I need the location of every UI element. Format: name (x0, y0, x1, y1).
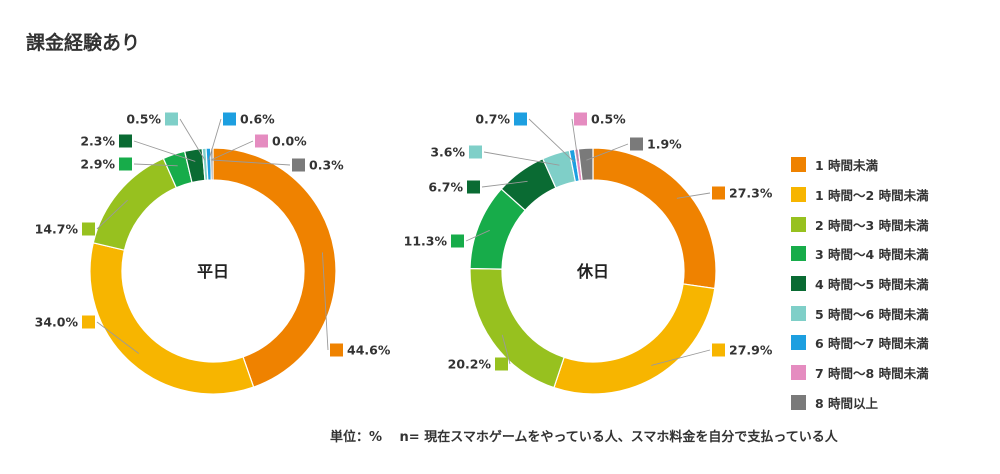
label-swatch (119, 157, 132, 171)
slice-value-label: 0.5% (126, 112, 161, 127)
slice-value-label: 44.6% (347, 343, 391, 358)
legend-swatch (791, 187, 806, 203)
legend-label: 6 時間〜7 時間未満 (815, 336, 929, 352)
legend-label: 2 時間〜3 時間未満 (815, 217, 929, 233)
leader-line (676, 192, 711, 199)
slice-value-label: 27.9% (729, 343, 773, 358)
label-swatch (712, 343, 725, 357)
slice-value-label: 34.0% (35, 315, 79, 330)
legend-item: 1 時間〜2 時間未満 (791, 180, 929, 210)
slice-value-label: 6.7% (428, 180, 463, 195)
label-swatch (712, 186, 725, 200)
label-swatch (165, 112, 178, 126)
leader-line (96, 199, 128, 230)
slice-value-label: 27.3% (729, 186, 773, 201)
legend-item: 4 時間〜5 時間未満 (791, 269, 929, 299)
slice-value-label: 0.3% (309, 158, 344, 173)
label-swatch (119, 134, 132, 148)
label-swatch (467, 180, 480, 194)
label-swatch (451, 234, 464, 248)
leader-line (211, 159, 291, 166)
legend-label: 3 時間〜4 時間未満 (815, 247, 929, 263)
legend: 1 時間未満 1 時間〜2 時間未満 2 時間〜3 時間未満 3 時間〜4 時間… (791, 150, 929, 417)
legend-swatch (791, 305, 806, 321)
legend-swatch (791, 246, 806, 262)
legend-swatch (791, 335, 806, 351)
legend-swatch (791, 216, 806, 232)
leader-line (571, 118, 579, 162)
leader-line (133, 163, 178, 167)
donut-slice (212, 147, 337, 388)
page-title: 課金経験あり (26, 32, 141, 54)
slice-value-label: 0.5% (591, 112, 626, 127)
slice-value-label: 11.3% (404, 234, 448, 249)
label-swatch (574, 112, 587, 126)
legend-swatch (791, 276, 806, 292)
leader-line (651, 349, 711, 366)
legend-swatch (791, 365, 806, 381)
legend-label: 8 時間以上 (815, 395, 879, 411)
legend-label: 7 時間〜8 時間未満 (815, 366, 929, 382)
donut-slice (92, 157, 178, 251)
donut-center-label: 休日 (576, 262, 609, 281)
legend-label: 4 時間〜5 時間未満 (815, 277, 929, 293)
donut-slice (553, 283, 716, 395)
label-swatch (330, 343, 343, 357)
slice-value-label: 0.7% (475, 112, 510, 127)
leader-line (465, 229, 490, 242)
leader-line (528, 118, 575, 162)
legend-label: 1 時間〜2 時間未満 (815, 188, 929, 204)
legend-item: 8 時間以上 (791, 388, 929, 418)
legend-label: 5 時間〜6 時間未満 (815, 306, 929, 322)
donut-slice (89, 242, 255, 395)
slice-value-label: 0.0% (272, 134, 307, 149)
leader-line (481, 180, 528, 188)
leader-line (501, 334, 511, 365)
slice-value-label: 2.3% (80, 134, 115, 149)
slice-value-label: 0.6% (240, 112, 275, 127)
label-swatch (495, 357, 508, 371)
slice-value-label: 20.2% (448, 357, 492, 372)
slice-value-label: 2.9% (80, 157, 115, 172)
leader-line (179, 118, 206, 161)
legend-item: 5 時間〜6 時間未満 (791, 298, 929, 328)
donut-slice (577, 147, 594, 182)
donut-slice (592, 147, 717, 290)
slice-value-label: 1.9% (647, 137, 682, 152)
slice-value-label: 3.6% (430, 145, 465, 160)
legend-item: 2 時間〜3 時間未満 (791, 209, 929, 239)
label-swatch (82, 222, 95, 236)
slice-value-label: 14.7% (35, 222, 79, 237)
label-swatch (223, 112, 236, 126)
label-swatch (469, 145, 482, 159)
legend-swatch (791, 157, 806, 173)
leader-line (483, 151, 560, 166)
leader-line (208, 118, 222, 161)
legend-label: 1 時間未満 (815, 158, 879, 174)
label-swatch (255, 134, 268, 148)
leader-line (96, 321, 140, 354)
label-swatch (514, 112, 527, 126)
label-swatch (82, 315, 95, 329)
footnote: 単位：% n= 現在スマホゲームをやっている人、スマホ料金を自分で支払っている人 (330, 430, 838, 445)
leader-line (321, 252, 329, 351)
label-swatch (292, 158, 305, 172)
leader-line (586, 143, 629, 161)
legend-item: 3 時間〜4 時間未満 (791, 239, 929, 269)
donut-center-label: 平日 (197, 262, 229, 281)
leader-line (210, 140, 254, 161)
legend-item: 1 時間未満 (791, 150, 929, 180)
legend-swatch (791, 394, 806, 410)
label-swatch (630, 137, 643, 151)
donut-slice (210, 147, 214, 181)
legend-item: 6 時間〜7 時間未満 (791, 328, 929, 358)
leader-line (133, 140, 196, 162)
legend-item: 7 時間〜8 時間未満 (791, 358, 929, 388)
